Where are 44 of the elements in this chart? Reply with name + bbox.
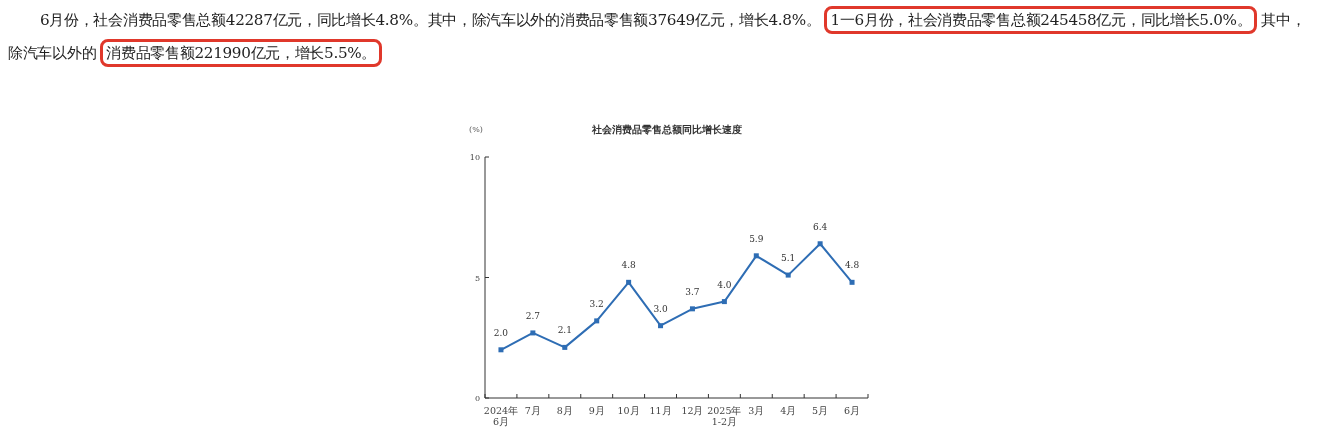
point <box>849 279 855 285</box>
point <box>498 347 504 353</box>
data-label: 4.8 <box>621 260 637 271</box>
data-label: 5.1 <box>781 253 796 264</box>
x-tick-label: 12月 <box>681 405 704 416</box>
x-tick-label: 3月 <box>748 405 765 416</box>
chart-title: 社会消费品零售总额同比增长速度 <box>590 124 742 135</box>
data-label: 4.0 <box>717 279 732 290</box>
text: 6月份，社会消费品零售总额42287亿元，同比增长4.8%。其中，除汽车以外的消费品零售额37649亿元，增长4.8%。 <box>39 10 822 30</box>
y-tick-label: 0 <box>474 394 480 403</box>
data-label: 3.2 <box>589 298 604 309</box>
y-tick-label: 10 <box>469 153 480 162</box>
x-tick-label: 10月 <box>617 405 640 416</box>
text: 除汽车以外的 <box>7 43 98 63</box>
data-label: 2.0 <box>493 327 509 338</box>
point <box>562 344 568 350</box>
data-label: 2.7 <box>525 310 541 321</box>
data-label: 2.1 <box>557 325 572 336</box>
point <box>530 330 536 336</box>
x-tick-label: 6月 <box>844 405 861 416</box>
x-tick-label: 11月 <box>649 405 672 416</box>
y-axis-title: (%) <box>469 125 483 134</box>
point <box>785 272 791 278</box>
x-tick-label: 2025年 1-2月 <box>707 405 742 427</box>
x-tick-label: 4月 <box>780 405 797 416</box>
data-label: 3.0 <box>653 303 668 314</box>
point <box>753 253 759 259</box>
y-tick-label: 5 <box>474 273 480 283</box>
text: 其中， <box>1260 10 1307 30</box>
x-tick-label: 2024年 6月 <box>483 405 519 427</box>
point <box>817 241 823 247</box>
point <box>626 279 632 285</box>
point <box>689 306 695 312</box>
x-tick-label: 8月 <box>556 405 573 416</box>
point <box>658 323 664 329</box>
point <box>721 299 727 305</box>
data-label: 5.9 <box>749 233 764 244</box>
point <box>594 318 600 324</box>
data-label: 6.4 <box>812 221 828 232</box>
x-tick-label: 5月 <box>812 405 829 416</box>
data-label: 3.7 <box>685 286 700 297</box>
x-tick-label: 7月 <box>524 405 541 416</box>
data-label: 4.8 <box>844 260 860 271</box>
x-tick-label: 9月 <box>588 405 605 416</box>
